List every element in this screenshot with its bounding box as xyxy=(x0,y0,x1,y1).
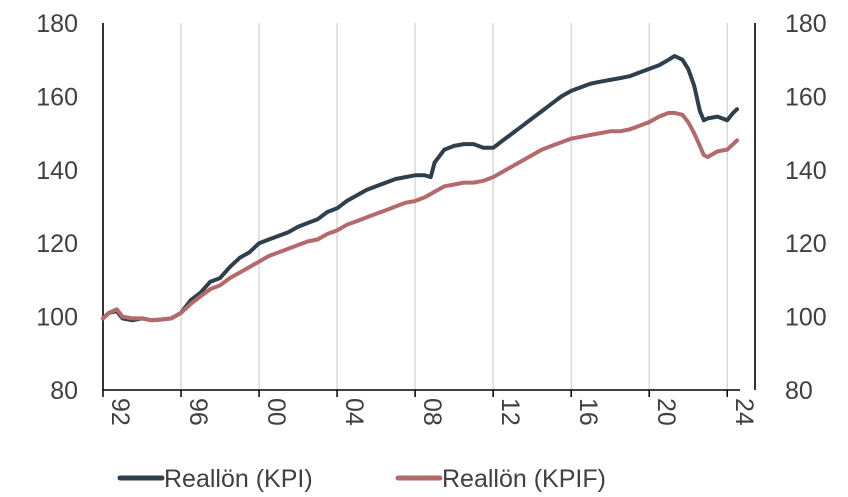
y-tick-label-left: 160 xyxy=(36,83,78,111)
x-tick-label: 96 xyxy=(184,398,212,426)
x-tick-label: 08 xyxy=(418,398,446,426)
y-axis-right-ticks: 80 100 120 140 160 180 xyxy=(785,10,827,405)
x-tick-label: 04 xyxy=(340,398,368,426)
x-tick-label: 24 xyxy=(730,398,758,426)
x-axis-ticks: 92 96 00 04 08 12 16 20 24 xyxy=(102,390,758,426)
y-tick-label-left: 80 xyxy=(50,377,78,405)
x-tick-label: 20 xyxy=(652,398,680,426)
legend-item-kpi: Reallön (KPI) xyxy=(117,465,313,493)
x-tick-label: 00 xyxy=(262,398,290,426)
axes xyxy=(102,23,756,391)
gridlines xyxy=(180,23,728,390)
legend-label-kpif: Reallön (KPIF) xyxy=(442,465,606,493)
series-lines xyxy=(101,54,739,323)
y-tick-label-right: 100 xyxy=(785,304,827,332)
y-tick-label-left: 100 xyxy=(36,304,78,332)
y-tick-label-left: 120 xyxy=(36,230,78,258)
legend-item-kpif: Reallön (KPIF) xyxy=(395,465,606,493)
x-tick-label: 92 xyxy=(106,398,134,426)
x-tick-label: 16 xyxy=(574,398,602,426)
y-tick-label-right: 140 xyxy=(785,157,827,185)
x-tick-label: 12 xyxy=(496,398,524,426)
legend-label-kpi: Reallön (KPI) xyxy=(164,465,313,493)
series-line-kpi xyxy=(101,54,739,323)
y-tick-label-right: 80 xyxy=(785,377,813,405)
legend: Reallön (KPI) Reallön (KPIF) xyxy=(117,465,606,493)
y-tick-label-right: 160 xyxy=(785,83,827,111)
y-tick-label-right: 180 xyxy=(785,10,827,38)
y-tick-label-left: 140 xyxy=(36,157,78,185)
y-axis-left-ticks: 80 100 120 140 160 180 xyxy=(36,10,78,405)
y-tick-label-left: 180 xyxy=(36,10,78,38)
series-line-kpif xyxy=(101,110,739,323)
y-tick-label-right: 120 xyxy=(785,230,827,258)
